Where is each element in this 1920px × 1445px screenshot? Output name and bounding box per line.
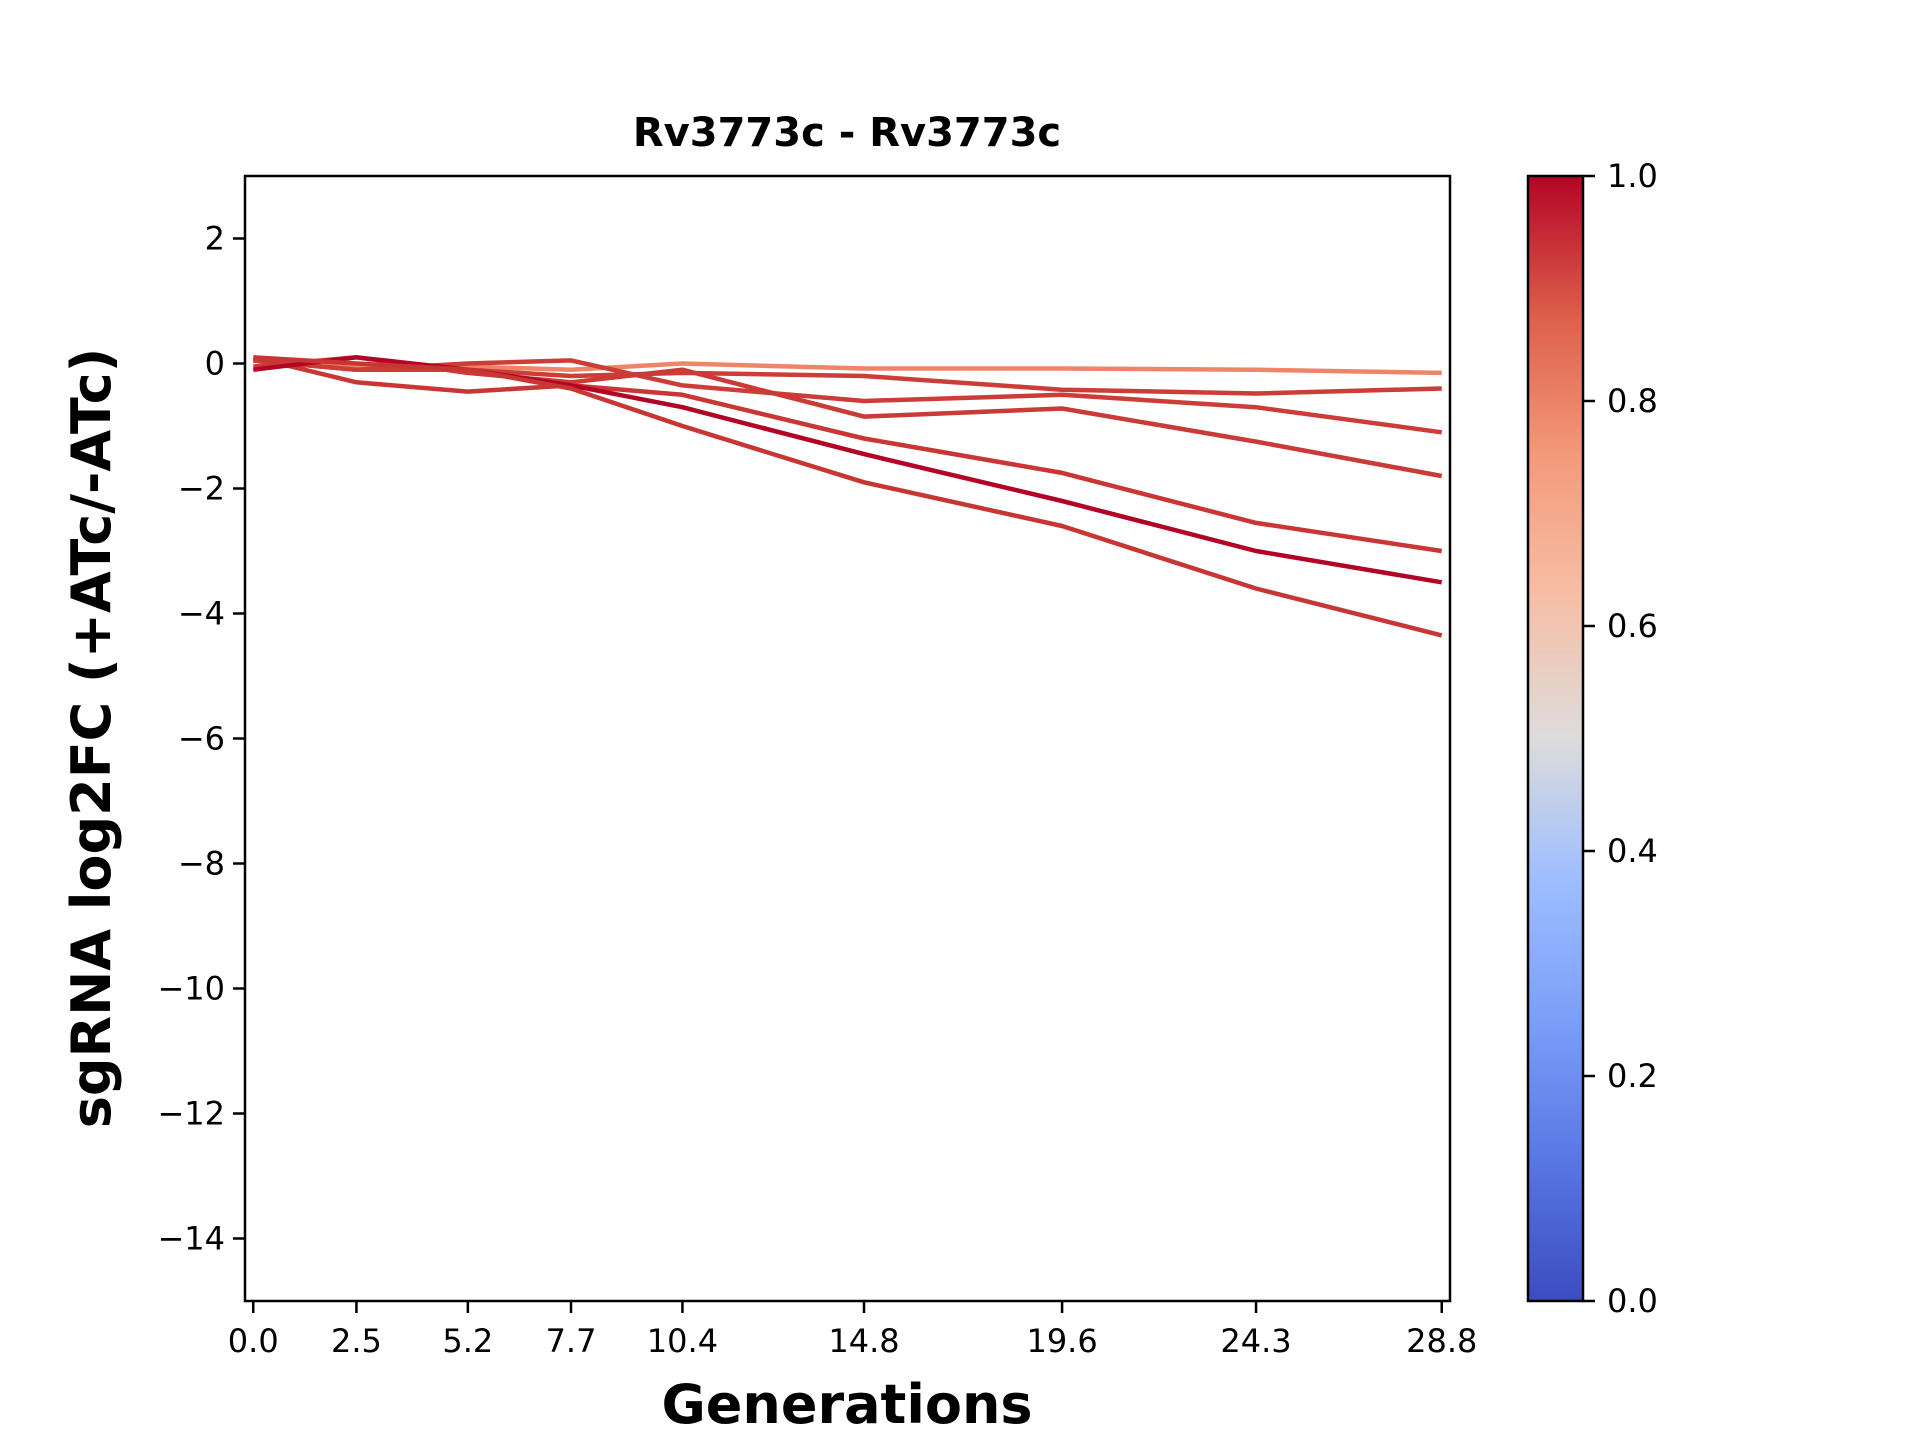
x-tick-label: 0.0 bbox=[228, 1322, 279, 1360]
chart-title: Rv3773c - Rv3773c bbox=[633, 110, 1061, 156]
colorbar-tick-label: 0.8 bbox=[1607, 382, 1658, 420]
y-tick-label: −2 bbox=[178, 470, 225, 508]
y-tick-label: −6 bbox=[178, 720, 225, 758]
colorbar-tick-label: 0.0 bbox=[1607, 1282, 1658, 1320]
colorbar-tick-label: 0.6 bbox=[1607, 607, 1658, 645]
x-tick-label: 5.2 bbox=[442, 1322, 493, 1360]
x-tick-label: 7.7 bbox=[546, 1322, 597, 1360]
x-tick-label: 14.8 bbox=[828, 1322, 899, 1360]
series-layer bbox=[252, 355, 1443, 638]
colorbar-ticks: 0.0 0.2 0.4 0.6 0.8 1.0 bbox=[1583, 157, 1658, 1320]
y-tick-label: 0 bbox=[205, 345, 225, 383]
y-tick-label: −12 bbox=[157, 1095, 225, 1133]
x-tick-label: 24.3 bbox=[1220, 1322, 1291, 1360]
series-line-5 bbox=[252, 355, 1443, 554]
x-axis-title: Generations bbox=[661, 1373, 1032, 1436]
colorbar-tick-label: 0.4 bbox=[1607, 832, 1658, 870]
y-tick-label: 2 bbox=[205, 220, 225, 258]
colorbar-tick-label: 0.2 bbox=[1607, 1057, 1658, 1095]
x-tick-label: 10.4 bbox=[647, 1322, 718, 1360]
series-line-6 bbox=[253, 355, 1443, 585]
y-axis: 2 0 −2 −4 −6 −8 −10 −12 −14 bbox=[157, 220, 245, 1258]
colorbar-tick-label: 1.0 bbox=[1607, 157, 1658, 195]
colorbar-frame bbox=[1526, 174, 1585, 1303]
x-tick-label: 19.6 bbox=[1026, 1322, 1097, 1360]
x-axis: 0.0 2.5 5.2 7.7 10.4 14.8 19.6 24.3 28.8 bbox=[228, 1301, 1477, 1360]
x-tick-label: 28.8 bbox=[1406, 1322, 1477, 1360]
y-tick-label: −10 bbox=[157, 970, 225, 1008]
y-axis-title: sgRNA log2FC (+ATc/-ATc) bbox=[60, 348, 123, 1129]
y-tick-label: −14 bbox=[157, 1220, 225, 1258]
x-tick-label: 2.5 bbox=[331, 1322, 382, 1360]
y-tick-label: −4 bbox=[178, 595, 225, 633]
series-line-7 bbox=[253, 355, 1443, 638]
colorbar-gradient bbox=[1528, 176, 1583, 1301]
y-tick-label: −8 bbox=[178, 845, 225, 883]
colorbar: 0.0 0.2 0.4 0.6 0.8 1.0 bbox=[1526, 157, 1658, 1320]
